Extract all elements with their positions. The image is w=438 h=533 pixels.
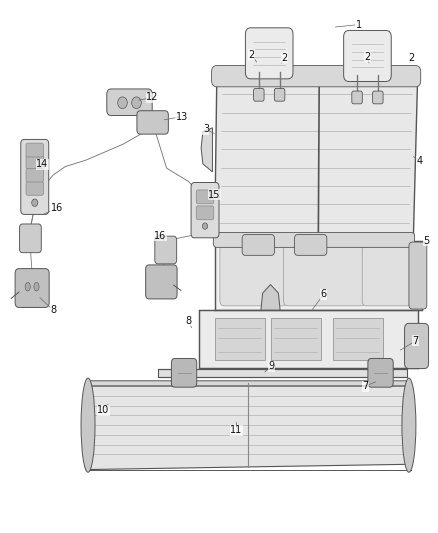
Text: 2: 2 bbox=[364, 52, 371, 61]
FancyBboxPatch shape bbox=[294, 235, 327, 255]
FancyBboxPatch shape bbox=[405, 324, 428, 368]
FancyBboxPatch shape bbox=[15, 269, 49, 308]
FancyBboxPatch shape bbox=[26, 155, 43, 168]
Text: 2: 2 bbox=[281, 53, 288, 62]
FancyBboxPatch shape bbox=[146, 265, 177, 299]
FancyBboxPatch shape bbox=[373, 91, 383, 104]
FancyBboxPatch shape bbox=[191, 182, 219, 238]
Text: 16: 16 bbox=[50, 203, 63, 213]
FancyBboxPatch shape bbox=[213, 232, 415, 247]
FancyBboxPatch shape bbox=[155, 236, 177, 264]
FancyBboxPatch shape bbox=[107, 89, 152, 116]
FancyBboxPatch shape bbox=[344, 30, 391, 82]
Text: 5: 5 bbox=[423, 236, 430, 246]
FancyBboxPatch shape bbox=[19, 224, 41, 253]
FancyBboxPatch shape bbox=[137, 111, 168, 134]
Text: 2: 2 bbox=[249, 50, 255, 60]
Text: 1: 1 bbox=[356, 20, 362, 30]
Text: 12: 12 bbox=[146, 92, 159, 102]
Text: 7: 7 bbox=[412, 336, 419, 346]
FancyBboxPatch shape bbox=[284, 245, 365, 306]
Text: 8: 8 bbox=[50, 305, 56, 315]
Polygon shape bbox=[158, 368, 407, 377]
Polygon shape bbox=[201, 128, 212, 172]
Text: 2: 2 bbox=[408, 53, 414, 62]
Ellipse shape bbox=[25, 282, 30, 291]
FancyBboxPatch shape bbox=[171, 359, 197, 387]
Text: 10: 10 bbox=[97, 405, 110, 415]
FancyBboxPatch shape bbox=[26, 181, 43, 195]
FancyBboxPatch shape bbox=[21, 140, 49, 214]
FancyBboxPatch shape bbox=[26, 143, 43, 157]
Ellipse shape bbox=[32, 199, 38, 206]
Text: 8: 8 bbox=[185, 316, 191, 326]
FancyBboxPatch shape bbox=[352, 91, 362, 104]
Text: 3: 3 bbox=[203, 124, 209, 134]
Text: 7: 7 bbox=[362, 381, 368, 391]
Polygon shape bbox=[261, 285, 280, 310]
Polygon shape bbox=[86, 381, 411, 386]
FancyBboxPatch shape bbox=[274, 88, 285, 101]
Ellipse shape bbox=[34, 282, 39, 291]
Ellipse shape bbox=[402, 378, 416, 472]
Polygon shape bbox=[215, 76, 418, 241]
FancyBboxPatch shape bbox=[245, 28, 293, 79]
Text: 14: 14 bbox=[36, 159, 48, 169]
Text: 16: 16 bbox=[154, 231, 166, 241]
FancyBboxPatch shape bbox=[220, 245, 287, 306]
Text: 13: 13 bbox=[176, 111, 188, 122]
Polygon shape bbox=[199, 310, 418, 368]
Ellipse shape bbox=[118, 97, 127, 109]
FancyBboxPatch shape bbox=[196, 190, 214, 204]
Ellipse shape bbox=[132, 97, 141, 109]
Text: 15: 15 bbox=[208, 190, 221, 200]
Text: 6: 6 bbox=[321, 289, 327, 299]
Polygon shape bbox=[215, 241, 422, 310]
FancyBboxPatch shape bbox=[362, 245, 413, 306]
Polygon shape bbox=[332, 318, 383, 360]
Ellipse shape bbox=[202, 223, 208, 229]
FancyBboxPatch shape bbox=[368, 359, 393, 387]
Text: 9: 9 bbox=[268, 361, 275, 372]
Polygon shape bbox=[215, 318, 265, 360]
Polygon shape bbox=[86, 386, 411, 470]
FancyBboxPatch shape bbox=[26, 168, 43, 182]
Text: 4: 4 bbox=[417, 156, 423, 166]
Text: 11: 11 bbox=[230, 425, 243, 435]
FancyBboxPatch shape bbox=[254, 88, 264, 101]
FancyBboxPatch shape bbox=[196, 206, 214, 220]
FancyBboxPatch shape bbox=[242, 235, 275, 255]
FancyBboxPatch shape bbox=[212, 66, 421, 87]
Polygon shape bbox=[271, 318, 321, 360]
FancyBboxPatch shape bbox=[409, 242, 427, 309]
Ellipse shape bbox=[81, 378, 95, 472]
